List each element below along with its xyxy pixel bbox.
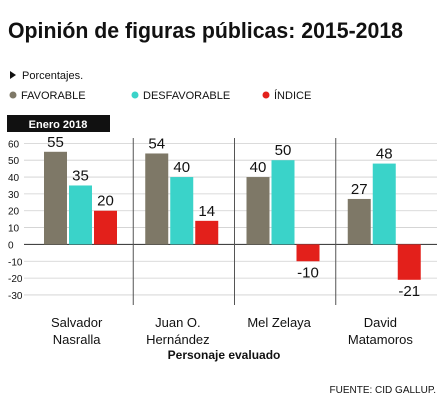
bar-2-1 — [195, 220, 219, 245]
legend-marker-2 — [262, 91, 270, 99]
category-label-0: Salvador — [51, 315, 103, 330]
y-tick-label: 30 — [8, 190, 20, 201]
bar-0-1 — [145, 153, 169, 245]
legend-marker-1 — [131, 91, 139, 99]
y-tick-label: 50 — [8, 156, 20, 167]
bar-0-2 — [246, 177, 270, 245]
y-tick-label: -10 — [8, 257, 23, 268]
category-label-3: Matamoros — [348, 332, 414, 347]
category-label-2: Mel Zelaya — [247, 315, 311, 330]
data-label-1-2: 50 — [275, 142, 292, 159]
data-label-0-1: 54 — [148, 135, 165, 152]
period-label-box — [7, 115, 110, 132]
data-label-2-2: -10 — [297, 264, 319, 281]
bar-2-2 — [296, 244, 320, 262]
chart-title: Opinión de figuras públicas: 2015-2018 — [8, 18, 403, 43]
data-label-0-2: 40 — [250, 159, 267, 176]
bar-0-3 — [347, 198, 371, 245]
data-labels: 55 35 20 54 40 14 40 50 -10 27 48 -21 — [47, 134, 420, 300]
category-label-0: Nasralla — [53, 332, 101, 347]
y-tick-label: 20 — [8, 207, 20, 218]
data-label-0-3: 27 — [351, 181, 368, 198]
data-label-2-1: 14 — [198, 203, 215, 220]
bar-0-0 — [44, 151, 67, 245]
y-tick-label: 10 — [8, 224, 20, 235]
bar-1-2 — [271, 160, 295, 245]
bar-1-0 — [69, 185, 92, 245]
source-note: FUENTE: CID GALLUP. — [329, 385, 436, 396]
category-label-1: Hernández — [146, 332, 210, 347]
data-label-2-0: 20 — [97, 193, 114, 210]
data-label-2-3: -21 — [398, 283, 420, 300]
y-tick-label: 0 — [8, 240, 14, 251]
data-label-1-3: 48 — [376, 146, 393, 163]
x-axis-label: Personaje evaluado — [168, 348, 281, 362]
x-axis-categories: Salvador Nasralla Juan O. Hernández Mel Zela… — [51, 315, 413, 347]
data-label-1-0: 35 — [72, 167, 89, 184]
y-tick-label: -30 — [8, 291, 23, 302]
category-label-1: Juan O. — [155, 315, 201, 330]
legend-marker-0 — [9, 91, 17, 99]
chart-subtitle: Porcentajes. — [22, 70, 83, 82]
y-axis: 60 50 40 30 20 10 0 -10 -20 -30 — [8, 139, 23, 302]
legend-label-0: FAVORABLE — [21, 90, 86, 102]
data-label-0-0: 55 — [47, 134, 64, 151]
legend: FAVORABLE DESFAVORABLE ÍNDICE — [9, 89, 311, 102]
legend-label-2: ÍNDICE — [274, 89, 311, 102]
group-separators — [132, 138, 337, 305]
bar-2-0 — [94, 210, 117, 245]
period-label: Enero 2018 — [29, 119, 88, 131]
y-tick-label: -20 — [8, 274, 23, 285]
y-tick-label: 40 — [8, 173, 20, 184]
category-label-3: David — [364, 315, 397, 330]
y-tick-label: 60 — [8, 139, 20, 150]
bar-1-3 — [372, 163, 396, 245]
bar-2-3 — [397, 244, 421, 280]
data-label-1-1: 40 — [173, 159, 190, 176]
subtitle-arrow-icon — [10, 71, 16, 79]
bars — [44, 151, 421, 280]
bar-1-1 — [170, 177, 194, 245]
legend-label-1: DESFAVORABLE — [143, 90, 230, 102]
